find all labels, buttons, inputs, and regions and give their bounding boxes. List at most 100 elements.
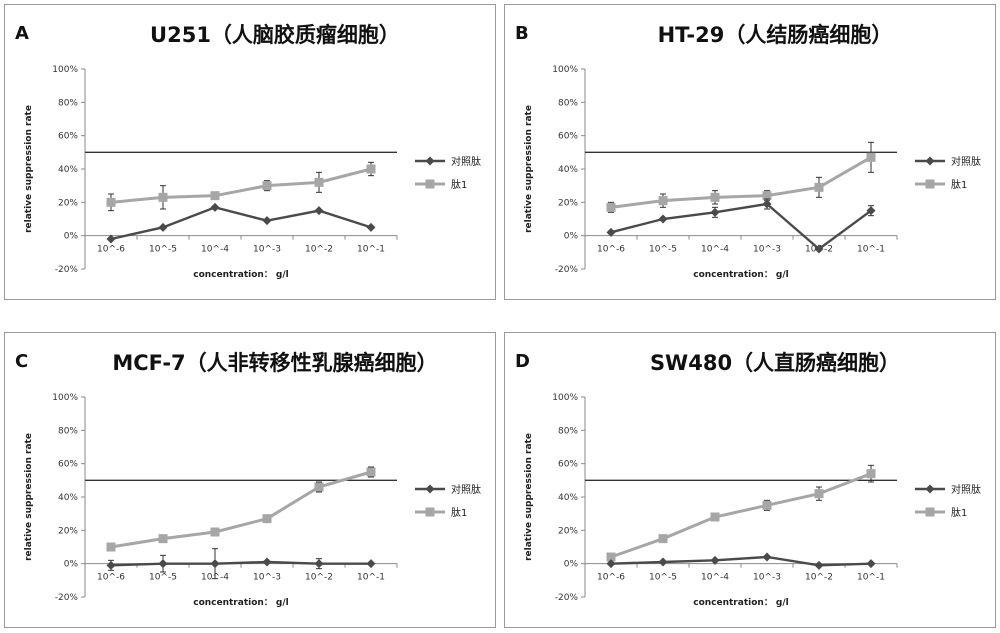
y-tick-label: 80%: [558, 98, 578, 108]
chart-plot: 100%80%60%40%20%0%-20%10^-610^-510^-410^…: [5, 5, 497, 301]
data-point: [367, 559, 376, 568]
data-point: [315, 483, 324, 492]
data-point: [107, 561, 116, 570]
data-point: [659, 196, 668, 205]
y-axis-label: relative suppression rate: [24, 105, 34, 233]
legend-swatch-marker: [926, 508, 935, 517]
data-point: [211, 559, 220, 568]
x-tick-label: 10^-6: [597, 573, 625, 583]
x-tick-label: 10^-5: [649, 245, 677, 255]
y-tick-label: 20%: [58, 198, 78, 208]
series-line: [611, 204, 871, 249]
y-tick-label: 40%: [558, 165, 578, 175]
data-point: [315, 559, 324, 568]
x-tick-label: 10^-2: [305, 245, 333, 255]
x-tick-label: 10^-4: [201, 245, 229, 255]
x-tick-label: 10^-1: [857, 573, 885, 583]
y-tick-label: 100%: [52, 65, 78, 75]
x-axis-label: concentration： g/l: [693, 598, 789, 608]
data-point: [263, 558, 272, 567]
y-tick-label: 100%: [552, 393, 578, 403]
x-axis-label: concentration： g/l: [693, 270, 789, 280]
legend-label: 肽1: [451, 178, 467, 191]
chart-panel-b: B HT-29（人结肠癌细胞） 100%80%60%40%20%0%-20%10…: [504, 4, 996, 300]
x-tick-label: 10^-4: [701, 245, 729, 255]
y-tick-label: 60%: [58, 132, 78, 142]
y-tick-label: 0%: [564, 232, 579, 242]
y-tick-label: -20%: [555, 593, 579, 603]
data-point: [211, 191, 220, 200]
data-point: [315, 178, 324, 187]
data-point: [211, 528, 220, 537]
y-tick-label: -20%: [555, 265, 579, 275]
data-point: [367, 223, 376, 232]
x-tick-label: 10^-3: [753, 245, 781, 255]
y-axis-label: relative suppression rate: [524, 105, 534, 233]
data-point: [867, 153, 876, 162]
data-point: [263, 181, 272, 190]
x-tick-label: 10^-1: [857, 245, 885, 255]
data-point: [607, 203, 616, 212]
data-point: [107, 198, 116, 207]
data-point: [211, 203, 220, 212]
data-point: [815, 183, 824, 192]
legend-label: 对照肽: [451, 483, 481, 496]
legend-label: 对照肽: [951, 483, 981, 496]
x-tick-label: 10^-1: [357, 573, 385, 583]
legend-label: 肽1: [951, 178, 967, 191]
x-tick-label: 10^-1: [357, 245, 385, 255]
legend-swatch-marker: [926, 157, 935, 166]
data-point: [263, 514, 272, 523]
legend-label: 对照肽: [451, 155, 481, 168]
y-tick-label: 20%: [58, 526, 78, 536]
data-point: [367, 468, 376, 477]
data-point: [711, 208, 720, 217]
legend-swatch-marker: [926, 485, 935, 494]
y-tick-label: 40%: [558, 493, 578, 503]
y-tick-label: -20%: [55, 265, 79, 275]
y-tick-label: 40%: [58, 165, 78, 175]
x-axis-label: concentration： g/l: [193, 270, 289, 280]
data-point: [815, 489, 824, 498]
y-tick-label: 0%: [564, 560, 579, 570]
data-point: [159, 193, 168, 202]
series-line: [111, 169, 371, 202]
series-line: [111, 472, 371, 547]
x-tick-label: 10^-3: [253, 573, 281, 583]
x-axis-label: concentration： g/l: [193, 598, 289, 608]
legend-swatch-marker: [426, 157, 435, 166]
legend-label: 对照肽: [951, 155, 981, 168]
y-tick-label: 60%: [558, 460, 578, 470]
y-axis-label: relative suppression rate: [524, 433, 534, 561]
x-tick-label: 10^-3: [253, 245, 281, 255]
y-tick-label: 60%: [558, 132, 578, 142]
y-tick-label: 100%: [552, 65, 578, 75]
data-point: [711, 513, 720, 522]
legend-swatch-marker: [426, 485, 435, 494]
y-tick-label: 20%: [558, 198, 578, 208]
legend-swatch-marker: [426, 508, 435, 517]
chart-panel-a: A U251（人脑胶质瘤细胞） 100%80%60%40%20%0%-20%10…: [4, 4, 496, 300]
data-point: [159, 534, 168, 543]
y-tick-label: 80%: [58, 98, 78, 108]
legend-label: 肽1: [451, 506, 467, 519]
data-point: [763, 501, 772, 510]
y-tick-label: 0%: [64, 232, 79, 242]
y-tick-label: 60%: [58, 460, 78, 470]
y-tick-label: 40%: [58, 493, 78, 503]
y-tick-label: 20%: [558, 526, 578, 536]
y-axis-label: relative suppression rate: [24, 433, 34, 561]
data-point: [659, 215, 668, 224]
series-line: [611, 157, 871, 207]
data-point: [107, 543, 116, 552]
y-tick-label: 0%: [64, 560, 79, 570]
data-point: [659, 558, 668, 567]
x-tick-label: 10^-2: [305, 573, 333, 583]
x-tick-label: 10^-4: [701, 573, 729, 583]
legend-label: 肽1: [951, 506, 967, 519]
chart-plot: 100%80%60%40%20%0%-20%10^-610^-510^-410^…: [505, 5, 997, 301]
data-point: [659, 534, 668, 543]
data-point: [159, 559, 168, 568]
x-tick-label: 10^-6: [97, 245, 125, 255]
data-point: [711, 193, 720, 202]
